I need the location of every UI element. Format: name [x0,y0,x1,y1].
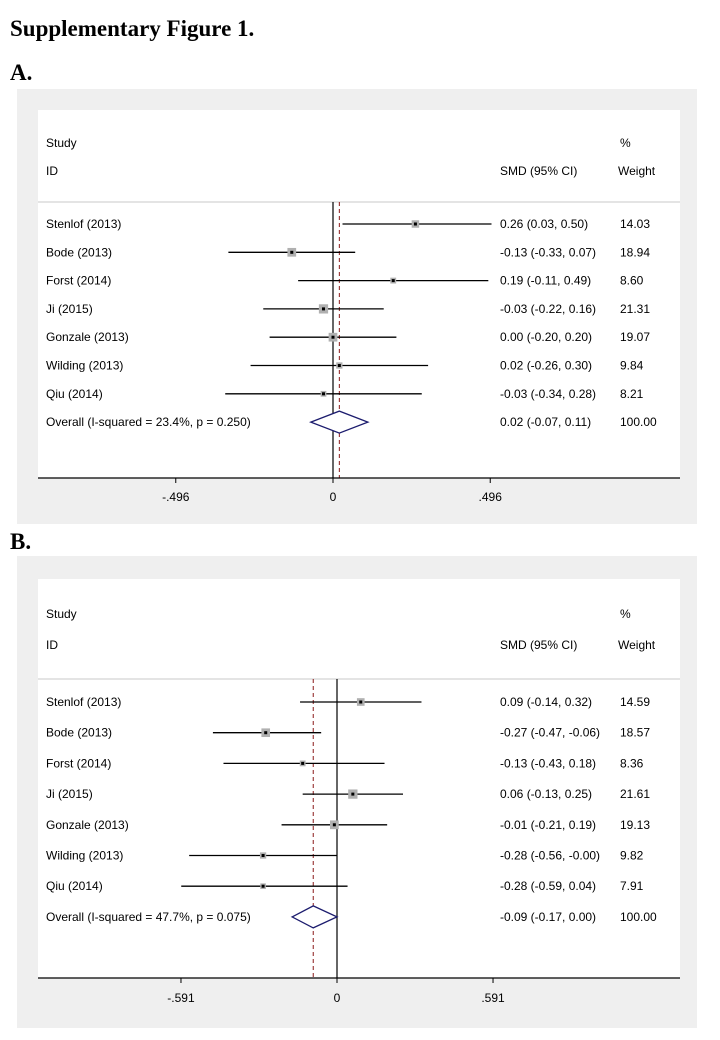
point-estimate [321,307,325,311]
study-label: Qiu (2014) [46,387,103,401]
x-tick-label: 0 [330,490,337,504]
point-estimate [261,884,265,888]
effect-ci-text: 0.00 (-0.20, 0.20) [500,330,592,344]
point-estimate [264,731,268,735]
study-label: Ji (2015) [46,787,93,801]
weight-value: 14.59 [620,695,650,709]
point-estimate [290,250,294,254]
header-id: ID [46,638,58,652]
study-label: Bode (2013) [46,245,112,259]
point-estimate [261,854,265,857]
header-effect: SMD (95% CI) [500,638,577,652]
weight-value: 14.03 [620,217,650,231]
point-estimate [391,279,395,283]
study-label: Gonzale (2013) [46,818,129,832]
point-estimate [351,792,355,796]
point-estimate [413,222,417,226]
weight-value: 18.57 [620,726,650,740]
x-tick-label: .496 [479,490,503,504]
panel-label-b: B. [10,529,32,554]
overall-weight: 100.00 [620,910,657,924]
header-percent: % [620,607,631,621]
effect-ci-text: -0.28 (-0.56, -0.00) [500,849,600,863]
header-percent: % [620,136,631,150]
weight-value: 7.91 [620,879,644,893]
overall-ci-text: -0.09 (-0.17, 0.00) [500,910,596,924]
point-estimate [331,335,335,339]
effect-ci-text: -0.03 (-0.34, 0.28) [500,387,596,401]
study-label: Qiu (2014) [46,879,103,893]
effect-ci-text: -0.27 (-0.47, -0.06) [500,726,600,740]
overall-weight: 100.00 [620,415,657,429]
study-label: Forst (2014) [46,274,111,288]
weight-value: 21.61 [620,787,650,801]
x-tick-label: -.496 [162,490,190,504]
effect-ci-text: 0.06 (-0.13, 0.25) [500,787,592,801]
plot-area [38,110,680,478]
forest-plot-b: Study ID SMD (95% CI)% Weight Stenlof (2013)… [17,556,697,1028]
study-label: Wilding (2013) [46,359,123,373]
weight-value: 8.60 [620,274,644,288]
header-study: Study [46,136,77,150]
point-estimate [301,761,305,765]
header-study: Study [46,607,77,621]
point-estimate [337,364,341,367]
effect-ci-text: 0.19 (-0.11, 0.49) [500,274,591,288]
weight-value: 9.82 [620,849,644,863]
header-id: ID [46,164,58,178]
weight-value: 18.94 [620,245,650,259]
overall-diamond [309,410,370,434]
overall-label: Overall (I-squared = 23.4%, p = 0.250) [46,415,251,429]
effect-ci-text: -0.01 (-0.21, 0.19) [500,818,596,832]
effect-ci-text: -0.28 (-0.59, 0.04) [500,879,596,893]
effect-ci-text: 0.02 (-0.26, 0.30) [500,359,592,373]
plot-area [38,579,680,978]
weight-value: 9.84 [620,359,644,373]
study-label: Stenlof (2013) [46,217,121,231]
effect-ci-text: 0.09 (-0.14, 0.32) [500,695,592,709]
overall-diamond [290,905,339,929]
header-weight: Weight [618,638,656,652]
point-estimate [321,392,325,396]
figure-title: Supplementary Figure 1. [10,16,255,41]
weight-value: 19.13 [620,818,650,832]
effect-ci-text: 0.26 (0.03, 0.50) [500,217,588,231]
x-tick-label: .591 [481,991,505,1005]
panel-label-a: A. [10,60,33,85]
weight-value: 8.21 [620,387,644,401]
weight-value: 19.07 [620,330,650,344]
study-label: Ji (2015) [46,302,93,316]
study-label: Forst (2014) [46,756,111,770]
study-label: Wilding (2013) [46,849,123,863]
header-effect: SMD (95% CI) [500,164,577,178]
effect-ci-text: -0.13 (-0.43, 0.18) [500,756,596,770]
study-label: Gonzale (2013) [46,330,129,344]
header-weight: Weight [618,164,656,178]
x-tick-label: -.591 [167,991,195,1005]
weight-value: 21.31 [620,302,650,316]
overall-label: Overall (I-squared = 47.7%, p = 0.075) [46,910,251,924]
x-tick-label: 0 [334,991,341,1005]
point-estimate [332,823,336,827]
effect-ci-text: -0.03 (-0.22, 0.16) [500,302,596,316]
forest-plot-a: Study ID SMD (95% CI)% Weight Stenlof (2013)… [17,89,697,524]
study-label: Bode (2013) [46,726,112,740]
study-label: Stenlof (2013) [46,695,121,709]
overall-ci-text: 0.02 (-0.07, 0.11) [500,415,591,429]
effect-ci-text: -0.13 (-0.33, 0.07) [500,245,596,259]
weight-value: 8.36 [620,756,644,770]
point-estimate [359,700,363,704]
